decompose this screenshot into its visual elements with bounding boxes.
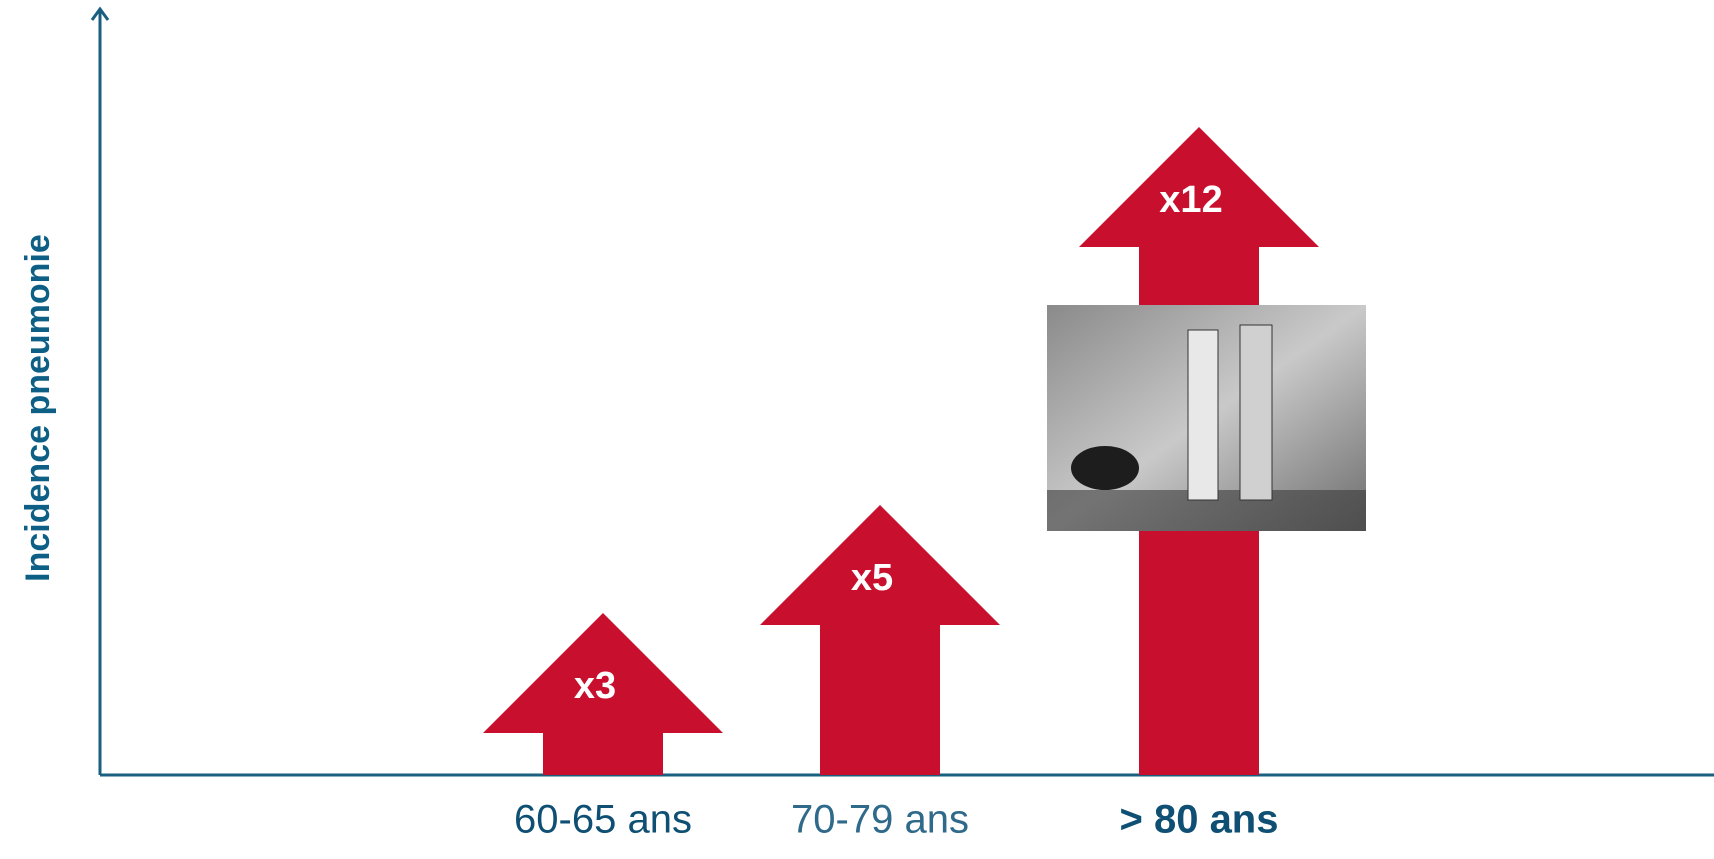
- y-axis-label: Incidence pneumonie: [19, 234, 57, 582]
- value-label: x3: [574, 665, 616, 707]
- x-tick-label: 70-79 ans: [791, 798, 969, 842]
- y-axis-arrowhead: [90, 6, 110, 21]
- value-label: x12: [1159, 179, 1222, 221]
- arrow: [483, 613, 723, 775]
- x-tick-label: > 80 ans: [1119, 798, 1278, 842]
- value-label: x5: [851, 557, 893, 599]
- x-tick-label: 60-65 ans: [514, 798, 692, 842]
- photo: [1047, 305, 1366, 531]
- arrow: [760, 505, 1000, 775]
